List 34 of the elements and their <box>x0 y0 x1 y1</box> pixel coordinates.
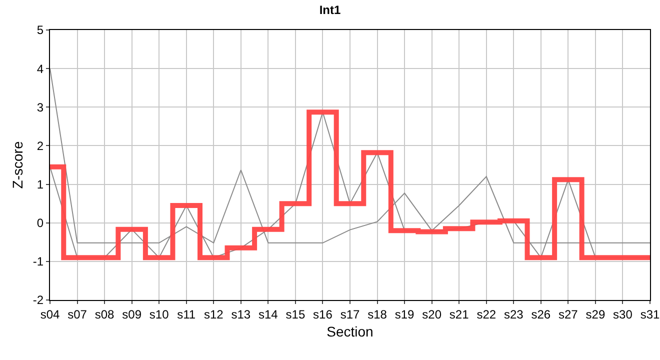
x-tick-label: s31 <box>640 307 660 322</box>
y-tick-label: 1 <box>36 177 44 192</box>
chart-title: Int1 <box>319 2 341 17</box>
x-tick-label: s04 <box>40 307 60 322</box>
x-tick-label: s22 <box>476 307 496 322</box>
y-axis-title: Z-score <box>10 141 26 189</box>
x-tick-label: s29 <box>586 307 606 322</box>
x-tick-label: s20 <box>422 307 442 322</box>
x-tick-label: s18 <box>368 307 388 322</box>
x-tick-label: s15 <box>286 307 306 322</box>
x-tick-label: s26 <box>531 307 551 322</box>
y-tick-label: 3 <box>36 100 44 114</box>
x-tick-label: s16 <box>313 307 333 322</box>
x-tick-label: s19 <box>394 307 415 322</box>
x-tick-label: s10 <box>149 307 170 322</box>
x-tick-label: s07 <box>68 307 88 322</box>
y-tick-label: 5 <box>36 23 44 38</box>
x-tick-label: s23 <box>504 307 524 322</box>
y-tick-label: -2 <box>32 293 44 308</box>
x-tick-label: s13 <box>231 307 251 322</box>
y-tick-label: -1 <box>32 254 44 269</box>
x-tick-label: s27 <box>558 307 578 322</box>
x-tick-label: s11 <box>177 307 196 322</box>
x-tick-label: s08 <box>94 307 115 322</box>
x-tick-label: s30 <box>613 307 633 322</box>
x-tick-label: s21 <box>449 307 470 322</box>
y-tick-label: 4 <box>36 62 44 76</box>
x-tick-label: s12 <box>204 307 224 322</box>
y-tick-label: 0 <box>36 216 44 230</box>
x-axis-title: Section <box>326 324 374 340</box>
x-tick-label: s17 <box>340 307 360 322</box>
x-tick-label: s09 <box>122 307 142 322</box>
y-tick-label: 2 <box>36 138 44 153</box>
x-tick-label: s14 <box>258 307 278 322</box>
